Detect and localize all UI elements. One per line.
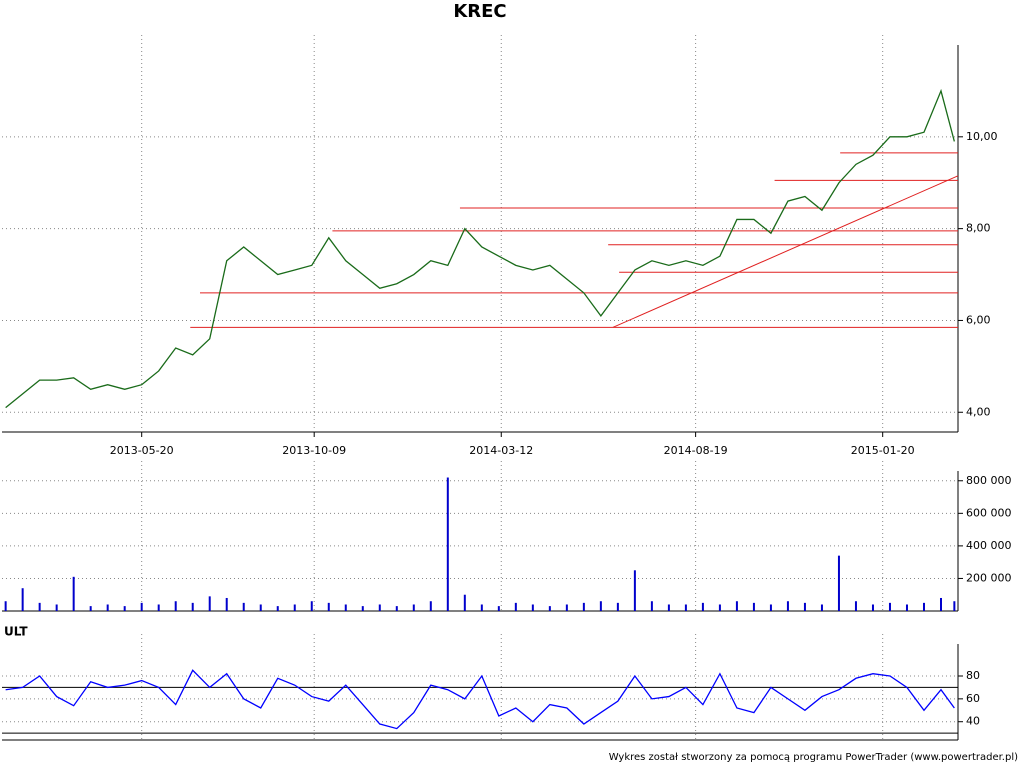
volume-bar	[361, 606, 364, 611]
volume-bar	[837, 555, 840, 611]
y-tick-label: 400 000	[966, 539, 1012, 552]
volume-bar	[939, 597, 942, 611]
volume-bar	[463, 594, 466, 611]
volume-bar	[871, 604, 874, 611]
volume-bar	[89, 606, 92, 611]
volume-bar	[752, 602, 755, 611]
y-tick-label: 800 000	[966, 474, 1012, 487]
volume-bar	[327, 602, 330, 611]
volume-bar	[616, 602, 619, 611]
x-tick-label: 2014-03-12	[469, 444, 533, 457]
x-tick-label: 2015-01-20	[851, 444, 915, 457]
volume-bar	[701, 602, 704, 611]
volume-bar	[21, 588, 24, 611]
volume-bar	[55, 604, 58, 611]
trend-line	[612, 175, 959, 328]
volume-bar	[953, 601, 956, 611]
volume-bar	[633, 570, 636, 611]
indicator-label: ULT	[4, 625, 28, 639]
volume-bar	[106, 604, 109, 611]
volume-bar	[72, 576, 75, 611]
chart-title: KREC	[453, 1, 506, 22]
volume-bar	[735, 601, 738, 611]
volume-bar	[4, 601, 7, 611]
volume-bar	[174, 601, 177, 611]
volume-bar	[480, 604, 483, 611]
volume-bar	[820, 604, 823, 611]
y-tick-label: 4,00	[966, 405, 991, 418]
volume-bar	[191, 602, 194, 611]
volume-bar	[395, 606, 398, 611]
volume-bar	[446, 477, 449, 611]
volume-bar	[38, 602, 41, 611]
volume-bar	[123, 606, 126, 611]
price-line	[5, 669, 955, 730]
footer: Wykres został stworzony za pomocą progra…	[609, 752, 1018, 763]
volume-bar	[157, 604, 160, 611]
x-tick-label: 2013-10-09	[282, 444, 346, 457]
volume-bar	[667, 604, 670, 611]
volume-bar	[276, 606, 279, 611]
volume-bar	[378, 604, 381, 611]
volume-bar	[429, 601, 432, 611]
volume-bar	[293, 604, 296, 611]
y-tick-label: 8,00	[966, 222, 991, 235]
volume-bar	[140, 602, 143, 611]
volume-bar	[684, 604, 687, 611]
volume-bar	[242, 602, 245, 611]
volume-bar	[803, 602, 806, 611]
volume-bar	[514, 602, 517, 611]
volume-bar	[582, 602, 585, 611]
volume-bar	[548, 606, 551, 611]
volume-bar	[888, 602, 891, 611]
volume-bar	[497, 606, 500, 611]
volume-bar	[310, 601, 313, 611]
y-tick-label: 200 000	[966, 571, 1012, 584]
volume-bar	[769, 604, 772, 611]
volume-bar	[718, 604, 721, 611]
y-tick-label: 600 000	[966, 506, 1012, 519]
volume-bar	[531, 604, 534, 611]
y-tick-label: 10,00	[966, 130, 998, 143]
y-tick-label: 80	[966, 669, 980, 682]
volume-bar	[565, 604, 568, 611]
volume-bar	[599, 601, 602, 611]
price-line	[5, 88, 955, 409]
volume-bar	[412, 604, 415, 611]
volume-bar	[259, 604, 262, 611]
x-tick-label: 2014-08-19	[664, 444, 728, 457]
volume-bar	[650, 601, 653, 611]
volume-bar	[225, 597, 228, 611]
y-tick-label: 40	[966, 715, 980, 728]
volume-bar	[786, 601, 789, 611]
y-tick-label: 6,00	[966, 313, 991, 326]
volume-bar	[905, 604, 908, 611]
volume-bar	[922, 602, 925, 611]
volume-bar	[344, 604, 347, 611]
volume-bar	[854, 601, 857, 611]
x-tick-label: 2013-05-20	[110, 444, 174, 457]
volume-bar	[208, 596, 211, 611]
y-tick-label: 60	[966, 692, 980, 705]
